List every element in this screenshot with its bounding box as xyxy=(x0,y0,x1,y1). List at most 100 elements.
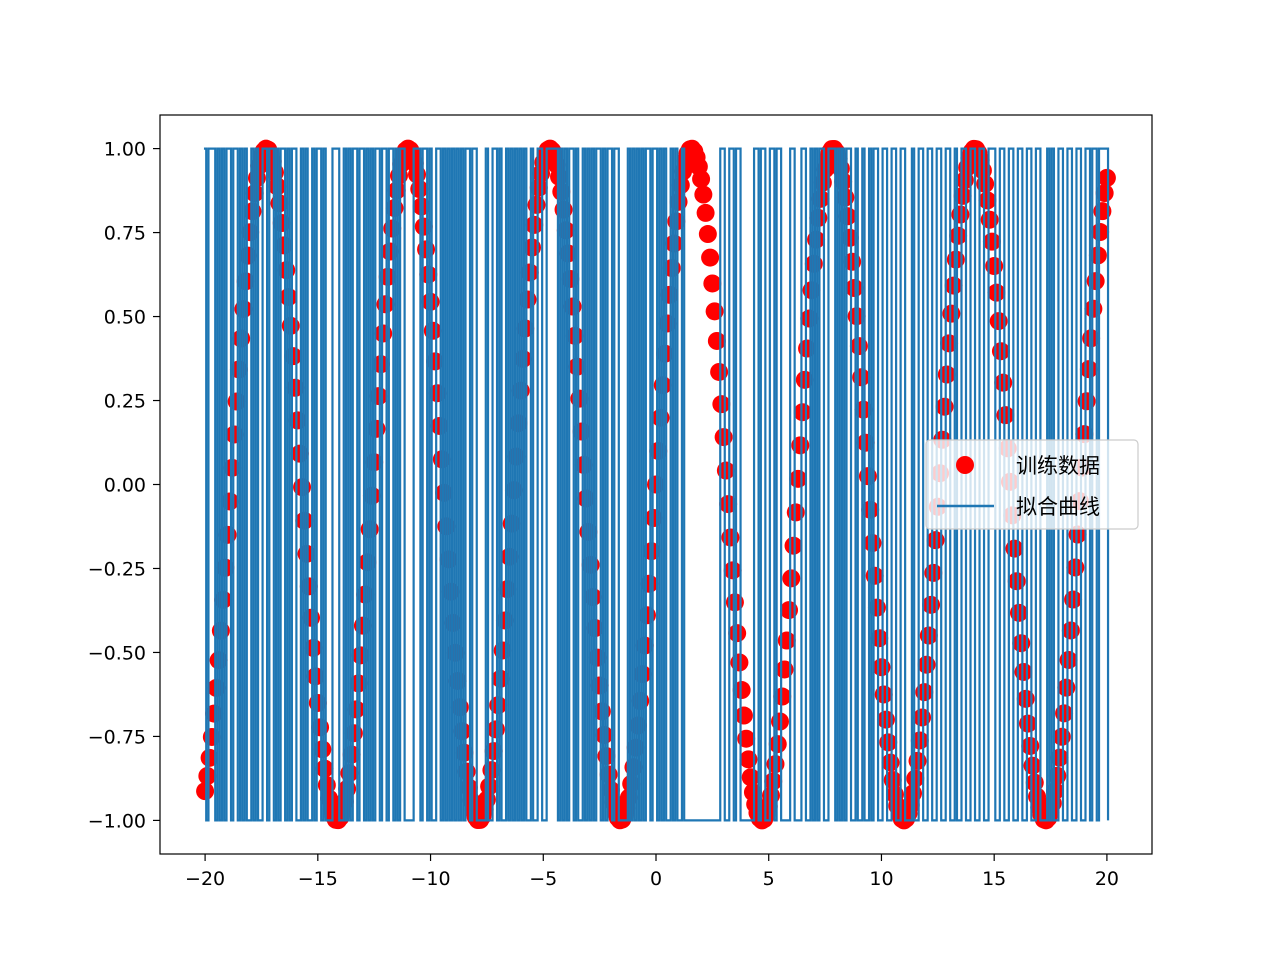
data-point xyxy=(275,236,293,255)
data-point xyxy=(439,550,458,569)
data-point xyxy=(493,641,512,660)
data-point xyxy=(976,174,995,193)
data-point xyxy=(876,710,895,729)
data-point xyxy=(777,631,796,650)
data-point xyxy=(457,762,476,781)
data-point xyxy=(874,685,893,704)
data-point xyxy=(728,624,747,643)
data-point xyxy=(1055,704,1074,723)
data-point xyxy=(550,167,569,186)
data-point xyxy=(669,192,688,211)
data-point xyxy=(448,671,467,690)
data-point xyxy=(556,221,575,240)
data-point xyxy=(881,753,900,772)
data-point xyxy=(883,771,902,789)
data-point xyxy=(216,558,235,577)
data-point xyxy=(597,747,616,766)
data-point xyxy=(637,606,656,625)
data-point xyxy=(798,339,817,358)
data-point xyxy=(944,276,963,295)
data-point xyxy=(795,370,814,389)
data-point xyxy=(214,590,233,609)
data-point xyxy=(414,217,433,236)
data-point xyxy=(852,368,871,387)
data-point xyxy=(1057,678,1076,697)
data-point xyxy=(241,223,260,242)
data-point xyxy=(317,776,336,795)
y-tick-label: −0.50 xyxy=(88,642,146,664)
data-point xyxy=(1012,634,1031,653)
x-tick-label: −20 xyxy=(185,868,225,890)
data-point xyxy=(784,536,803,555)
data-point xyxy=(595,725,614,744)
data-point xyxy=(311,718,330,737)
data-point xyxy=(513,349,532,368)
data-point xyxy=(486,720,505,739)
data-point xyxy=(1009,603,1028,622)
data-point xyxy=(985,257,1004,276)
data-point xyxy=(374,324,393,343)
data-point xyxy=(619,788,638,807)
legend-label-training-data: 训练数据 xyxy=(1016,454,1100,478)
data-point xyxy=(1021,736,1040,755)
data-point xyxy=(491,669,510,688)
data-point xyxy=(563,297,582,316)
data-point xyxy=(642,542,661,561)
data-point xyxy=(509,414,528,433)
data-point xyxy=(453,722,472,741)
data-point xyxy=(719,495,738,514)
data-point xyxy=(786,503,805,522)
data-point xyxy=(504,481,523,500)
data-point xyxy=(202,727,221,746)
data-point xyxy=(926,531,945,550)
x-tick-label: 0 xyxy=(650,868,662,890)
data-point xyxy=(432,450,451,469)
data-point xyxy=(347,700,366,719)
data-point xyxy=(220,492,239,511)
data-point xyxy=(789,469,808,488)
data-point xyxy=(435,483,454,502)
data-point xyxy=(809,208,828,227)
data-point xyxy=(277,261,296,280)
data-point xyxy=(1079,360,1098,379)
data-point xyxy=(705,302,724,321)
data-point xyxy=(351,646,370,665)
data-point xyxy=(973,161,992,180)
data-point xyxy=(288,411,307,430)
data-point xyxy=(768,735,787,754)
data-point xyxy=(915,683,934,702)
data-point xyxy=(356,585,375,604)
data-point xyxy=(480,777,499,796)
data-point xyxy=(371,355,390,374)
data-point xyxy=(804,254,823,273)
data-point xyxy=(951,205,970,224)
data-point xyxy=(1025,773,1044,792)
data-point xyxy=(340,764,359,783)
data-point xyxy=(1019,714,1037,733)
data-point xyxy=(845,279,864,298)
data-point xyxy=(270,194,289,213)
data-point xyxy=(766,755,785,774)
legend: 训练数据 拟合曲线 xyxy=(925,439,1139,530)
data-point xyxy=(656,344,675,363)
data-point xyxy=(218,525,237,544)
data-point xyxy=(304,638,323,657)
data-point xyxy=(279,288,298,307)
data-point xyxy=(908,751,927,770)
data-point xyxy=(342,745,361,764)
data-point xyxy=(511,381,530,400)
data-point xyxy=(293,478,312,497)
data-point xyxy=(698,225,717,244)
training-data-points xyxy=(196,139,1116,830)
data-point xyxy=(574,455,593,474)
data-point xyxy=(667,212,686,231)
data-point xyxy=(268,177,287,196)
fitted-curve xyxy=(203,147,1110,822)
data-point xyxy=(849,337,868,356)
data-point xyxy=(793,403,812,422)
data-point xyxy=(367,419,386,438)
data-point xyxy=(710,362,729,381)
data-point xyxy=(243,202,262,221)
data-point xyxy=(313,740,332,759)
data-point xyxy=(913,708,932,727)
